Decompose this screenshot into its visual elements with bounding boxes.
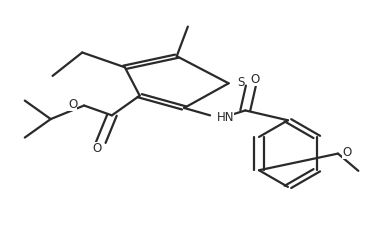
Text: O: O: [68, 98, 77, 111]
Text: O: O: [250, 73, 259, 86]
Text: O: O: [92, 142, 102, 155]
Text: S: S: [237, 76, 244, 89]
Text: O: O: [342, 146, 352, 159]
Text: HN: HN: [217, 111, 234, 124]
